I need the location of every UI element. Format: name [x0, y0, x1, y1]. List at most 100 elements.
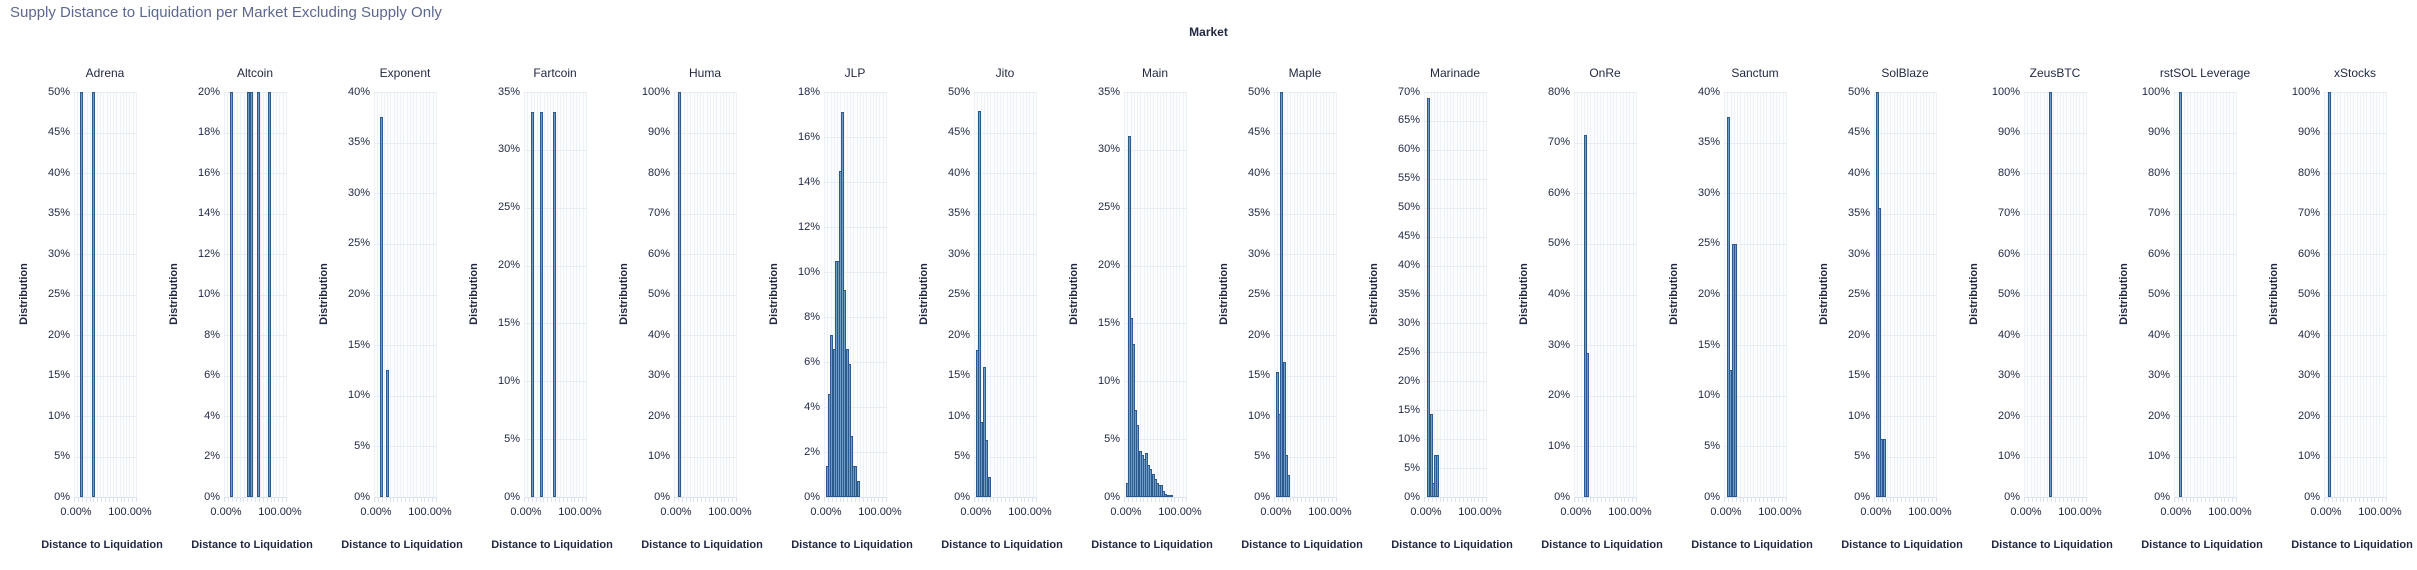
- y-tick-label: 30%: [347, 186, 370, 199]
- x-axis-label: Distance to Liquidation: [1541, 539, 1663, 551]
- x-minor-tick: [1743, 498, 1745, 502]
- x-tick-label: 0.00%: [2010, 506, 2042, 518]
- h-gridline: [1874, 416, 1937, 417]
- h-gridline: [1724, 243, 1787, 245]
- y-axis-label: Distribution: [1068, 263, 1080, 325]
- histogram-bar[interactable]: [539, 111, 543, 497]
- histogram-bar[interactable]: [1733, 243, 1737, 497]
- h-gridline: [224, 254, 287, 255]
- histogram-bar[interactable]: [1584, 135, 1588, 497]
- h-gridline: [1274, 375, 1337, 377]
- histogram-bar[interactable]: [1287, 475, 1291, 497]
- h-gridline: [1124, 497, 1187, 498]
- x-minor-tick: [2351, 498, 2353, 502]
- x-minor-tick: [2035, 498, 2037, 502]
- x-minor-tick: [1174, 498, 1176, 502]
- histogram-bar[interactable]: [1284, 454, 1288, 497]
- histogram-bar[interactable]: [247, 92, 251, 497]
- h-gridline: [1424, 352, 1487, 354]
- h-gridline: [1424, 207, 1487, 209]
- x-minor-tick: [2208, 498, 2210, 502]
- histogram-bar[interactable]: [1170, 494, 1174, 497]
- y-tick-label: 10%: [1997, 450, 2020, 462]
- histogram-bar[interactable]: [229, 92, 233, 497]
- histogram-bar[interactable]: [2328, 92, 2332, 497]
- y-tick-label: 20%: [497, 259, 520, 272]
- h-gridline: [824, 362, 887, 363]
- histogram-bar[interactable]: [856, 481, 860, 497]
- histogram-bar[interactable]: [978, 110, 982, 497]
- h-gridline: [1874, 335, 1937, 336]
- x-minor-tick: [2051, 498, 2053, 502]
- histogram-bar[interactable]: [1436, 455, 1440, 497]
- h-gridline: [374, 395, 437, 397]
- y-tick-label: 100%: [2291, 85, 2320, 98]
- histogram-bar[interactable]: [1586, 352, 1590, 497]
- x-minor-tick: [1316, 498, 1318, 502]
- facet-panel-zeusbtc: ZeusBTC Distribution 100% 90% 80% 70% 60% 50% 40…: [1964, 60, 2114, 570]
- x-minor-tick: [1589, 498, 1591, 502]
- v-gridline: [533, 92, 535, 497]
- histogram-bar[interactable]: [1282, 361, 1286, 497]
- y-tick-label: 5%: [1104, 432, 1120, 445]
- histogram-bar[interactable]: [92, 92, 96, 497]
- histogram-bar[interactable]: [386, 370, 390, 497]
- histogram-bar[interactable]: [1167, 494, 1171, 497]
- histogram-bar[interactable]: [257, 92, 261, 497]
- histogram-bar[interactable]: [530, 111, 534, 497]
- histogram-bar[interactable]: [1429, 414, 1433, 497]
- x-minor-tick: [377, 498, 379, 502]
- x-minor-tick: [689, 498, 691, 502]
- x-minor-tick: [862, 498, 864, 502]
- y-tick-label: 10%: [947, 409, 970, 422]
- histogram-bar[interactable]: [854, 465, 858, 497]
- histogram-bar[interactable]: [975, 349, 979, 497]
- y-tick-label: 8%: [804, 310, 820, 323]
- x-minor-tick: [1877, 498, 1879, 502]
- histogram-bar[interactable]: [80, 92, 84, 497]
- histogram-bar[interactable]: [1883, 438, 1887, 497]
- x-axis-label: Distance to Liquidation: [1391, 539, 1513, 551]
- h-gridline: [74, 132, 137, 134]
- y-tick-label: 10%: [1397, 432, 1420, 445]
- histogram-bar[interactable]: [379, 117, 383, 497]
- h-gridline: [1424, 439, 1487, 441]
- x-minor-tick: [705, 498, 706, 502]
- histogram-bar[interactable]: [980, 422, 984, 497]
- histogram-bar[interactable]: [983, 367, 987, 497]
- h-gridline: [1724, 294, 1787, 296]
- histogram-bar[interactable]: [1879, 438, 1883, 497]
- histogram-bar[interactable]: [1279, 92, 1283, 497]
- x-minor-tick: [116, 498, 118, 502]
- h-gridline: [1574, 193, 1637, 195]
- histogram-bar[interactable]: [2178, 92, 2182, 497]
- h-gridline: [2324, 132, 2387, 134]
- h-gridline: [74, 416, 137, 417]
- h-gridline: [1574, 497, 1637, 498]
- x-minor-tick: [1466, 498, 1468, 502]
- x-minor-tick: [562, 498, 564, 502]
- histogram-bar[interactable]: [988, 476, 991, 497]
- histogram-bar[interactable]: [553, 111, 557, 497]
- histogram-bar[interactable]: [1727, 117, 1731, 497]
- histogram-bar[interactable]: [267, 92, 271, 497]
- x-minor-tick: [1427, 498, 1429, 502]
- histogram-bar[interactable]: [2048, 92, 2052, 497]
- x-minor-tick: [1151, 498, 1153, 502]
- facet-group-label: Market: [1189, 25, 1228, 39]
- h-gridline: [2324, 254, 2387, 255]
- histogram-bar[interactable]: [985, 440, 989, 497]
- y-tick-label: 0%: [1554, 490, 1570, 503]
- h-gridline: [224, 213, 287, 215]
- histogram-bar[interactable]: [847, 364, 851, 497]
- v-gridline: [1153, 92, 1155, 497]
- histogram-bar[interactable]: [1427, 97, 1431, 497]
- histogram-bar[interactable]: [678, 92, 682, 497]
- x-minor-tick: [1301, 498, 1303, 502]
- v-gridline: [1137, 92, 1139, 497]
- histogram-bar[interactable]: [250, 92, 254, 497]
- histogram-bar[interactable]: [1164, 493, 1168, 497]
- histogram-bar[interactable]: [1127, 135, 1131, 497]
- histogram-bar[interactable]: [1877, 207, 1881, 497]
- facet-panel-rstsol-leverage: rstSOL Leverage Distribution 100% 90% 80% 70%…: [2114, 60, 2264, 570]
